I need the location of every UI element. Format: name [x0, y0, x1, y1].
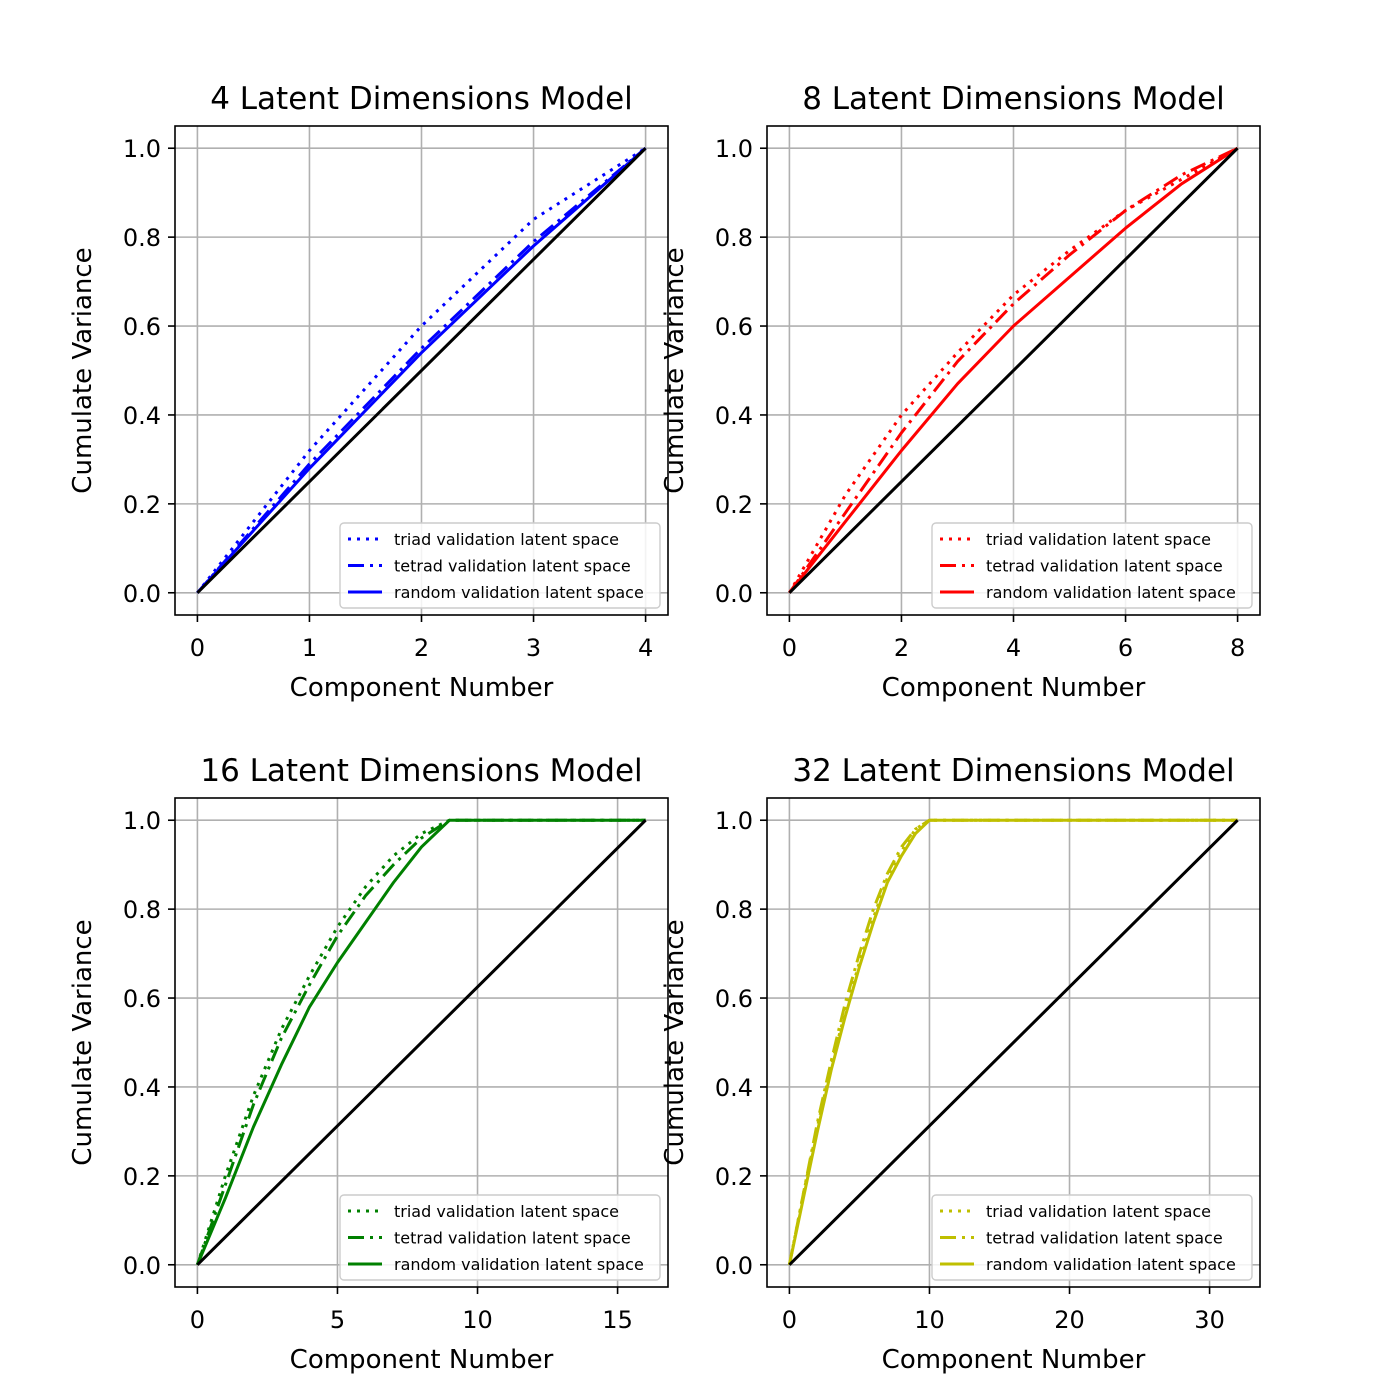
- legend: triad validation latent space tetrad vali…: [339, 522, 661, 609]
- legend-label: random validation latent space: [986, 1255, 1236, 1274]
- subplot-3: 0 5 10 15 0.0 0.2 0.4 0.6 0.8 1.0 16 Latent Dimens…: [68, 753, 669, 1375]
- legend-box: [339, 1194, 661, 1281]
- y-tick-label: 0.4: [123, 402, 161, 430]
- subplot-2: 0 2 4 6 8 0.0 0.2 0.4 0.6 0.8 1.0 8 Latent Dimensio…: [660, 81, 1261, 703]
- chart-title: 8 Latent Dimensions Model: [802, 81, 1225, 117]
- y-tick-label: 0.2: [715, 491, 753, 519]
- y-tick-label: 0.2: [123, 1163, 161, 1191]
- x-axis-label: Component Number: [882, 673, 1146, 703]
- legend-label: triad validation latent space: [394, 530, 619, 549]
- y-tick-label: 0.0: [123, 1252, 161, 1280]
- y-tick-label: 1.0: [715, 807, 753, 835]
- x-axis-label: Component Number: [290, 673, 554, 703]
- series-line-3: [788, 146, 1239, 594]
- legend-label: tetrad validation latent space: [394, 1229, 631, 1248]
- y-tick-label: 0.6: [715, 985, 753, 1013]
- legend: triad validation latent space tetrad vali…: [339, 1194, 661, 1281]
- y-axis-label: Cumulate Variance: [660, 247, 690, 493]
- x-tick-label: 15: [602, 1306, 633, 1334]
- y-tick-label: 1.0: [123, 807, 161, 835]
- y-axis-label: Cumulate Variance: [68, 919, 98, 1165]
- y-tick-label: 0.2: [715, 1163, 753, 1191]
- y-tick-label: 1.0: [715, 135, 753, 163]
- legend-label: triad validation latent space: [986, 1202, 1211, 1221]
- series-line-3: [196, 818, 646, 1266]
- x-tick-label: 3: [526, 634, 541, 662]
- y-tick-label: 0.6: [715, 313, 753, 341]
- y-tick-label: 0.4: [123, 1074, 161, 1102]
- reference-line: [788, 819, 1239, 1266]
- x-tick-label: 2: [894, 634, 909, 662]
- y-tick-label: 0.8: [715, 896, 753, 924]
- legend-label: random validation latent space: [394, 1255, 644, 1274]
- x-tick-label: 1: [302, 634, 317, 662]
- x-tick-label: 8: [1230, 634, 1245, 662]
- legend-label: tetrad validation latent space: [986, 1229, 1223, 1248]
- y-tick-label: 0.8: [715, 224, 753, 252]
- y-tick-label: 0.2: [123, 491, 161, 519]
- chart-title: 16 Latent Dimensions Model: [200, 753, 642, 789]
- y-tick-label: 0.8: [123, 896, 161, 924]
- y-tick-label: 0.4: [715, 402, 753, 430]
- legend-label: triad validation latent space: [394, 1202, 619, 1221]
- x-tick-label: 0: [190, 634, 205, 662]
- chart-title: 32 Latent Dimensions Model: [792, 753, 1234, 789]
- series-line-2: [196, 147, 647, 594]
- legend-label: random validation latent space: [986, 583, 1236, 602]
- series-line-2: [195, 818, 646, 1266]
- y-tick-label: 0.4: [715, 1074, 753, 1102]
- axes-frame: [766, 797, 1261, 1288]
- x-tick-label: 20: [1054, 1306, 1085, 1334]
- axes-frame: [174, 797, 669, 1288]
- x-tick-label: 10: [462, 1306, 493, 1334]
- x-axis-label: Component Number: [290, 1345, 554, 1375]
- legend: triad validation latent space tetrad vali…: [931, 1194, 1253, 1281]
- y-tick-label: 0.6: [123, 985, 161, 1013]
- legend-label: tetrad validation latent space: [394, 557, 631, 576]
- x-tick-label: 0: [782, 634, 797, 662]
- legend-label: tetrad validation latent space: [986, 557, 1223, 576]
- reference-line: [788, 147, 1239, 594]
- legend-box: [931, 522, 1253, 609]
- x-tick-label: 4: [638, 634, 653, 662]
- x-tick-label: 2: [414, 634, 429, 662]
- legend-label: triad validation latent space: [986, 530, 1211, 549]
- reference-line: [196, 147, 647, 594]
- y-tick-label: 0.0: [715, 580, 753, 608]
- series-line-3: [196, 147, 647, 594]
- x-tick-label: 5: [330, 1306, 345, 1334]
- y-tick-label: 1.0: [123, 135, 161, 163]
- x-axis-label: Component Number: [882, 1345, 1146, 1375]
- legend-box: [339, 522, 661, 609]
- series-line-1: [788, 146, 1239, 594]
- reference-line: [196, 819, 647, 1266]
- subplot-4: 0 10 20 30 0.0 0.2 0.4 0.6 0.8 1.0 32 Latent Dimen…: [660, 753, 1261, 1375]
- x-tick-label: 0: [190, 1306, 205, 1334]
- y-tick-label: 0.6: [123, 313, 161, 341]
- subplot-1: 0 1 2 3 4 0.0 0.2 0.4 0.6 0.8 1.0 4 Latent Dimensio…: [68, 81, 669, 703]
- series-line-2: [788, 146, 1239, 594]
- legend: triad validation latent space tetrad vali…: [931, 522, 1253, 609]
- x-tick-label: 0: [782, 1306, 797, 1334]
- series-line-2: [787, 818, 1238, 1266]
- y-axis-label: Cumulate Variance: [660, 919, 690, 1165]
- legend-box: [931, 1194, 1253, 1281]
- y-tick-label: 0.0: [715, 1252, 753, 1280]
- x-tick-label: 30: [1194, 1306, 1225, 1334]
- x-tick-label: 4: [1006, 634, 1021, 662]
- legend-label: random validation latent space: [394, 583, 644, 602]
- y-tick-label: 0.0: [123, 580, 161, 608]
- x-tick-label: 10: [914, 1306, 945, 1334]
- y-tick-label: 0.8: [123, 224, 161, 252]
- x-tick-label: 6: [1118, 634, 1133, 662]
- series-line-3: [787, 818, 1238, 1266]
- y-axis-label: Cumulate Variance: [68, 247, 98, 493]
- chart-title: 4 Latent Dimensions Model: [210, 81, 633, 117]
